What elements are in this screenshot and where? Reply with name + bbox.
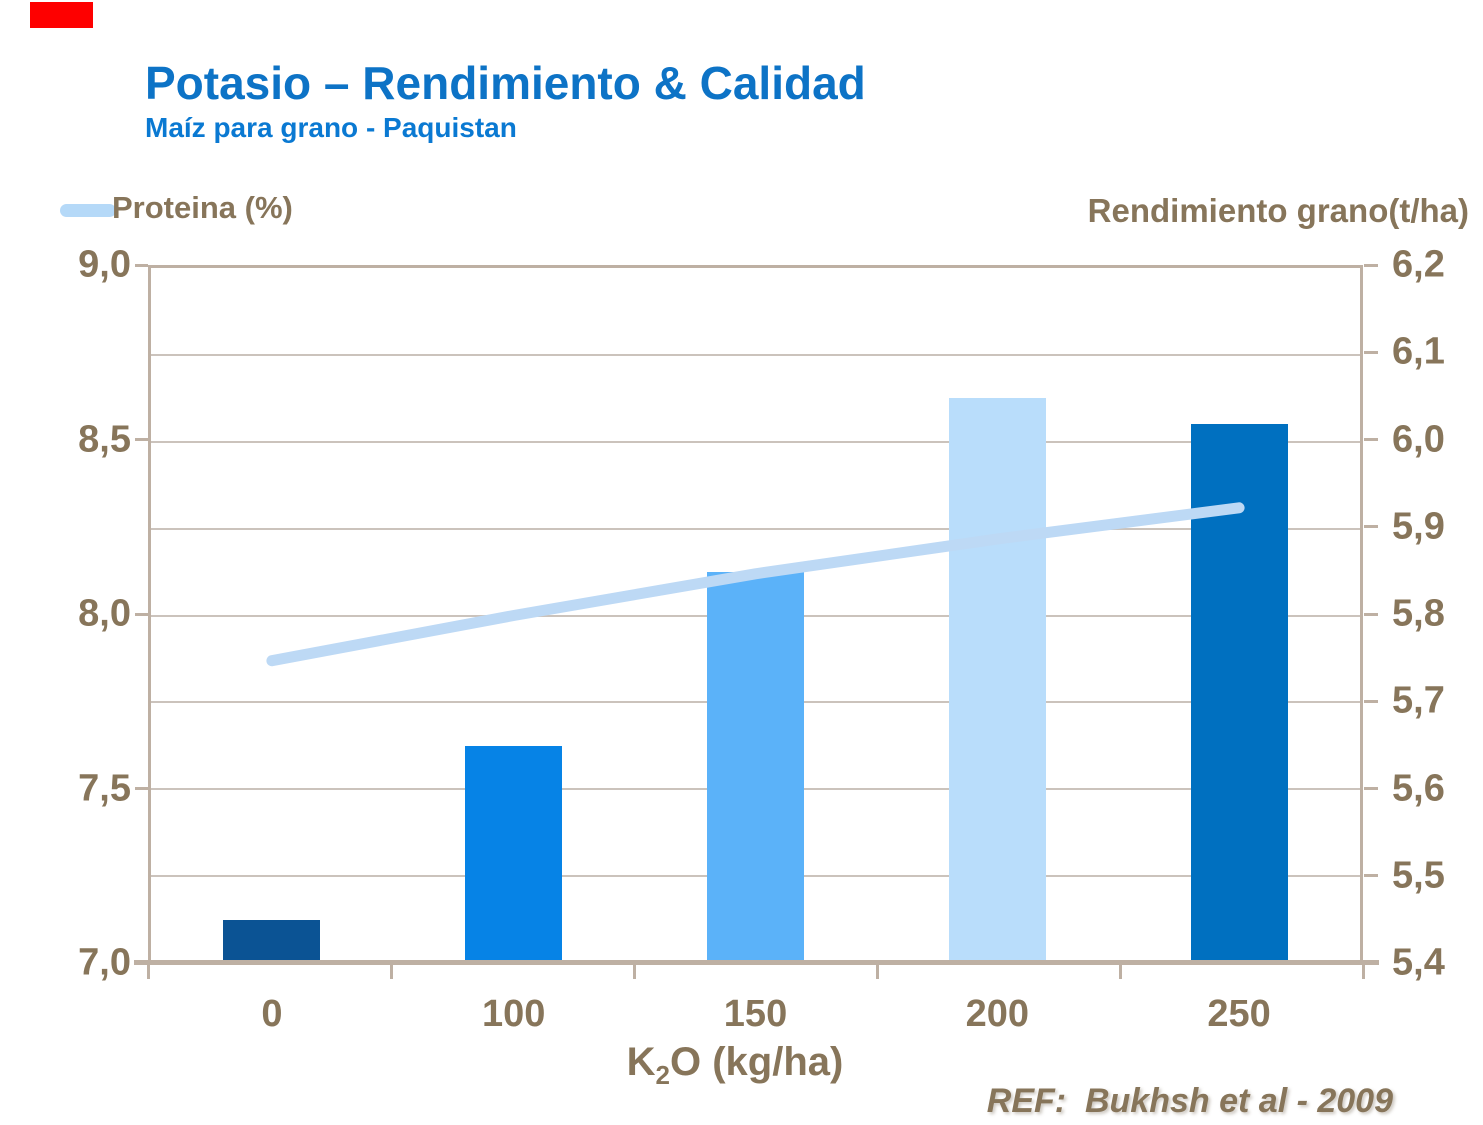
bar-k2o-100 xyxy=(465,745,563,963)
proteina-line xyxy=(266,502,1245,667)
gridline xyxy=(151,353,1360,356)
right-axis-tick-label: 5,5 xyxy=(1392,854,1445,897)
right-axis-tick-label: 6,1 xyxy=(1392,330,1445,373)
left-axis-tick-mark xyxy=(135,263,148,267)
x-axis-tick-mark xyxy=(146,963,150,979)
x-axis-tick-mark xyxy=(632,963,636,979)
right-axis-tick-label: 6,0 xyxy=(1392,418,1445,460)
chart-title: Potasio – Rendimiento & Calidad xyxy=(145,57,866,109)
gridline xyxy=(151,527,1360,530)
chart-subtitle: Maíz para grano - Paquistan xyxy=(145,112,517,143)
right-axis-tick-mark xyxy=(1364,874,1378,878)
right-axis-tick-mark xyxy=(1364,525,1378,529)
right-axis-tick-label: 6,2 xyxy=(1392,243,1445,286)
x-axis-tick-mark xyxy=(389,963,393,979)
left-axis-tick-label: 8,5 xyxy=(78,418,131,460)
x-title-subscript: 2 xyxy=(655,1060,670,1090)
right-axis-tick-mark xyxy=(1364,787,1378,790)
right-axis-tick-label: 5,6 xyxy=(1392,767,1445,809)
right-axis-tick-mark xyxy=(1364,612,1378,616)
right-axis-tick-label: 5,8 xyxy=(1392,592,1445,635)
x-axis-line xyxy=(134,960,1379,965)
left-axis-tick-label: 7,5 xyxy=(78,767,131,809)
gridline xyxy=(151,440,1360,443)
red-accent-block xyxy=(30,2,93,28)
x-axis-tick-label: 150 xyxy=(723,993,788,1035)
right-axis-tick-label: 5,7 xyxy=(1392,679,1445,722)
right-axis-tick-mark xyxy=(1364,263,1378,267)
left-axis-tick-label: 7,0 xyxy=(78,941,131,984)
x-axis-tick-label: 0 xyxy=(261,993,283,1035)
x-axis-tick-label: 100 xyxy=(481,993,546,1035)
bar-k2o-150 xyxy=(707,572,804,963)
x-axis-tick-label: 250 xyxy=(1207,993,1271,1035)
right-axis-tick-mark xyxy=(1364,438,1378,441)
right-axis-tick-mark xyxy=(1364,699,1378,703)
x-axis-tick-mark xyxy=(1361,963,1365,979)
left-axis-tick-mark xyxy=(135,612,148,616)
x-title-base: K xyxy=(626,1040,656,1084)
x-axis-tick-mark xyxy=(875,963,879,979)
left-axis-tick-label: 8,0 xyxy=(78,592,131,635)
plot-area xyxy=(148,265,1363,963)
right-axis-title: Rendimiento grano(t/ha) xyxy=(1087,192,1469,229)
reference-text: REF: Bukhsh et al - 2009 xyxy=(986,1082,1393,1120)
left-axis-tick-mark xyxy=(135,438,148,441)
bar-k2o-200 xyxy=(948,398,1046,963)
x-axis-title: K2O (kg/ha) xyxy=(535,1040,935,1091)
x-axis-tick-label: 200 xyxy=(965,993,1029,1035)
left-axis-tick-label: 9,0 xyxy=(78,243,131,286)
right-axis-tick-mark xyxy=(1364,350,1378,354)
left-axis-tick-mark xyxy=(135,787,148,790)
legend-proteina-label: Proteina (%) xyxy=(112,190,293,225)
right-axis-tick-label: 5,4 xyxy=(1392,941,1445,984)
right-axis-tick-label: 5,9 xyxy=(1392,505,1445,548)
x-title-rest: O (kg/ha) xyxy=(670,1040,844,1084)
x-axis-tick-mark xyxy=(1118,963,1122,979)
legend-line-swatch-icon xyxy=(60,204,116,217)
bar-k2o-0 xyxy=(223,919,321,963)
